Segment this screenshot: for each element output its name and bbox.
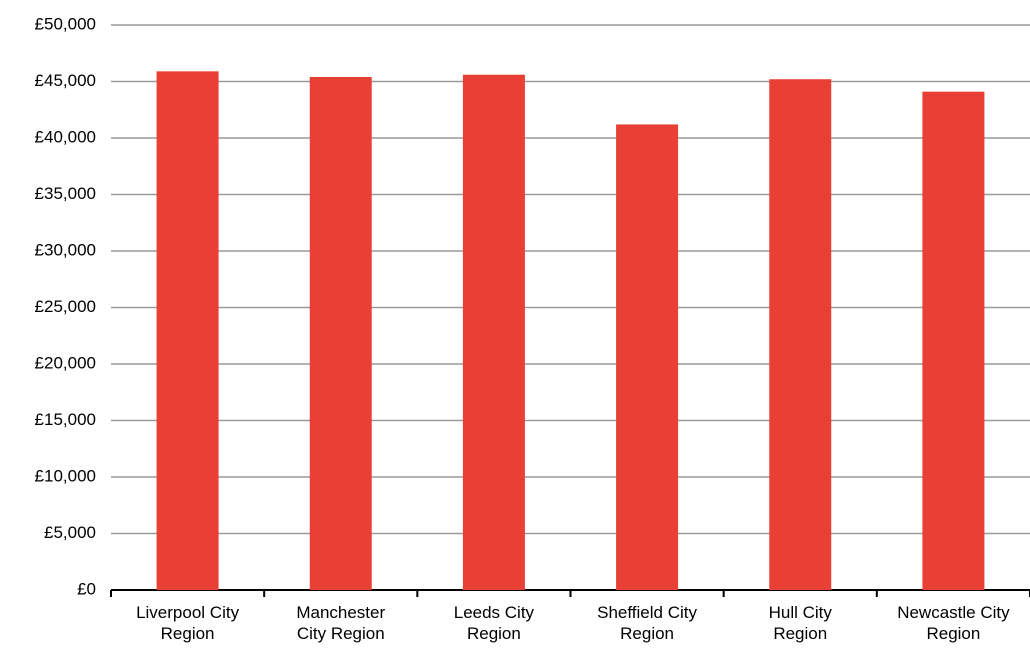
bar [922,91,985,591]
y-tick-label: £30,000 [35,240,96,259]
x-tick-label: Sheffield City Region [597,603,697,643]
y-tick-label: £25,000 [35,297,96,316]
bar [616,124,679,590]
y-tick-label: £20,000 [35,353,96,372]
y-tick-label: £15,000 [35,410,96,429]
x-tick-label: Hull City Region [768,603,832,643]
y-tick-label: £0 [77,579,96,598]
x-tick-label: Leeds City Region [453,603,535,643]
y-tick-label: £40,000 [35,127,96,146]
y-tick-label: £35,000 [35,184,96,203]
x-tick-label: Newcastle City Region [897,603,1010,643]
y-tick-label: £5,000 [44,523,96,542]
y-tick-label: £10,000 [35,466,96,485]
y-tick-label: £50,000 [35,14,96,33]
bar [309,76,372,591]
bar [156,71,219,590]
x-tick-label: Manchester City Region [296,603,386,643]
bar [769,79,832,591]
bar [462,74,525,591]
x-tick-label: Liverpool City Region [136,603,240,643]
y-tick-label: £45,000 [35,71,96,90]
